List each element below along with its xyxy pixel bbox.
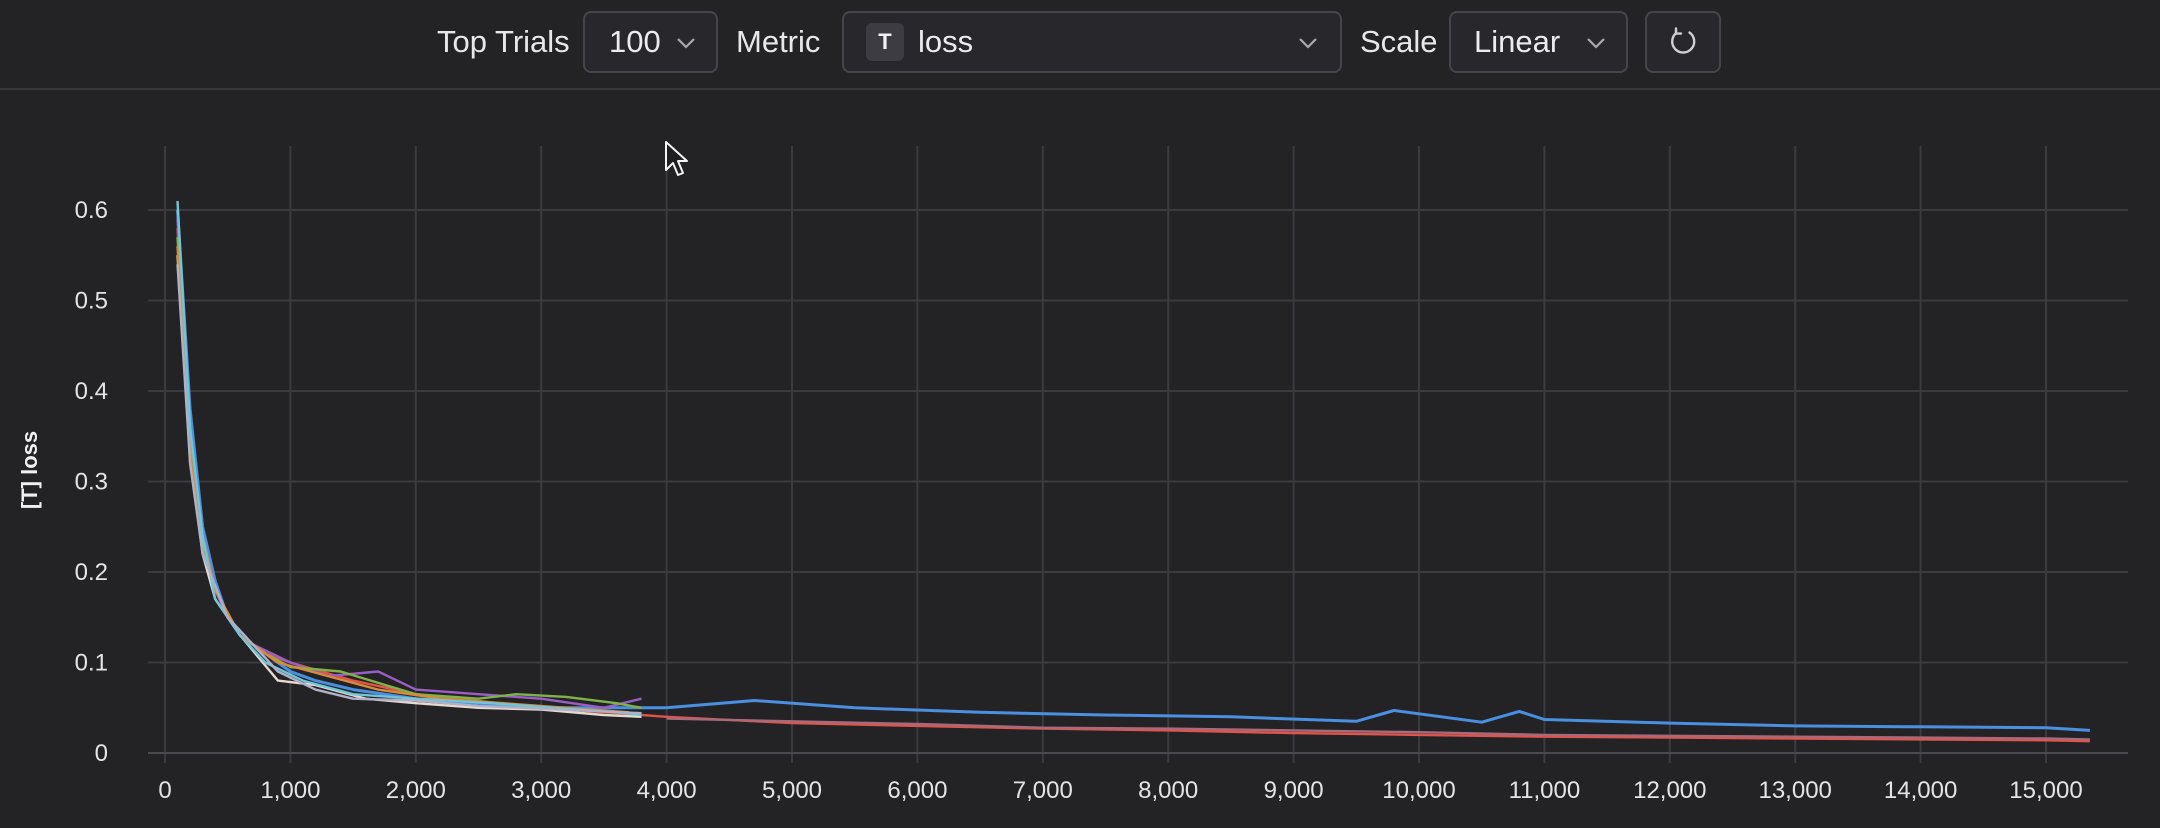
scale-select[interactable]: Linear (1449, 11, 1628, 73)
x-tick-label: 14,000 (1884, 777, 1957, 804)
chart-series (176, 200, 2090, 743)
x-tick-label: 13,000 (1758, 777, 1831, 804)
x-tick-label: 7,000 (1013, 777, 1073, 804)
series-line-9[interactable] (666, 717, 2090, 741)
metric-label: Metric (736, 24, 821, 59)
y-tick-label: 0.6 (75, 197, 108, 224)
chevron-down-icon (1587, 38, 1605, 49)
y-tick-label: 0.5 (75, 288, 108, 315)
series-line-7[interactable] (176, 200, 642, 717)
top-trials-label: Top Trials (437, 24, 570, 59)
x-tick-label: 11,000 (1509, 777, 1581, 804)
metric-type-badge: T (866, 23, 904, 61)
x-tick-label: 10,000 (1382, 777, 1455, 804)
y-tick-label: 0.2 (75, 559, 108, 586)
series-line-8[interactable] (176, 264, 642, 715)
y-axis-ticks: 0 0.1 0.2 0.3 0.4 0.5 0.6 (75, 197, 108, 767)
metric-value: loss (918, 24, 974, 59)
reset-button[interactable] (1645, 11, 1721, 73)
x-axis-ticks: 0 1,000 2,000 3,000 4,000 5,000 6,000 7,000 8,00… (158, 777, 2082, 804)
x-tick-label: 1,000 (260, 777, 320, 804)
y-tick-label: 0.1 (75, 650, 108, 677)
x-tick-label: 3,000 (511, 777, 571, 804)
refresh-icon (1671, 27, 1696, 54)
x-tick-label: 15,000 (2009, 777, 2082, 804)
x-tick-label: 9,000 (1264, 777, 1324, 804)
y-tick-label: 0 (95, 740, 108, 767)
series-line-4[interactable] (176, 237, 642, 709)
toolbar: Top Trials 100 Metric T loss Scale Linea… (0, 0, 2160, 90)
x-tick-label: 8,000 (1138, 777, 1198, 804)
series-line-5[interactable] (176, 255, 642, 718)
metric-select[interactable]: T loss (842, 11, 1342, 73)
chevron-down-icon (677, 38, 695, 49)
x-tick-label: 12,000 (1633, 777, 1706, 804)
y-tick-label: 0.3 (75, 469, 108, 496)
mouse-cursor-icon (665, 141, 688, 176)
chart-grid (148, 146, 2128, 763)
x-tick-label: 6,000 (887, 777, 947, 804)
scale-label: Scale (1360, 24, 1438, 59)
scale-value: Linear (1474, 24, 1561, 59)
loss-line-chart: 0 1,000 2,000 3,000 4,000 5,000 6,000 7,000 8,00… (17, 146, 2128, 804)
series-line-3[interactable] (176, 219, 642, 709)
top-trials-select[interactable]: 100 (583, 11, 718, 73)
y-tick-label: 0.4 (75, 378, 108, 405)
x-tick-label: 2,000 (386, 777, 446, 804)
x-tick-label: 5,000 (762, 777, 822, 804)
x-tick-label: 4,000 (637, 777, 697, 804)
series-line-2[interactable] (176, 228, 2090, 743)
series-line-1[interactable] (176, 209, 2090, 732)
x-tick-label: 0 (158, 777, 171, 804)
chevron-down-icon (1299, 38, 1317, 49)
y-axis-label: [T] loss (17, 431, 42, 509)
top-trials-value: 100 (609, 24, 661, 59)
